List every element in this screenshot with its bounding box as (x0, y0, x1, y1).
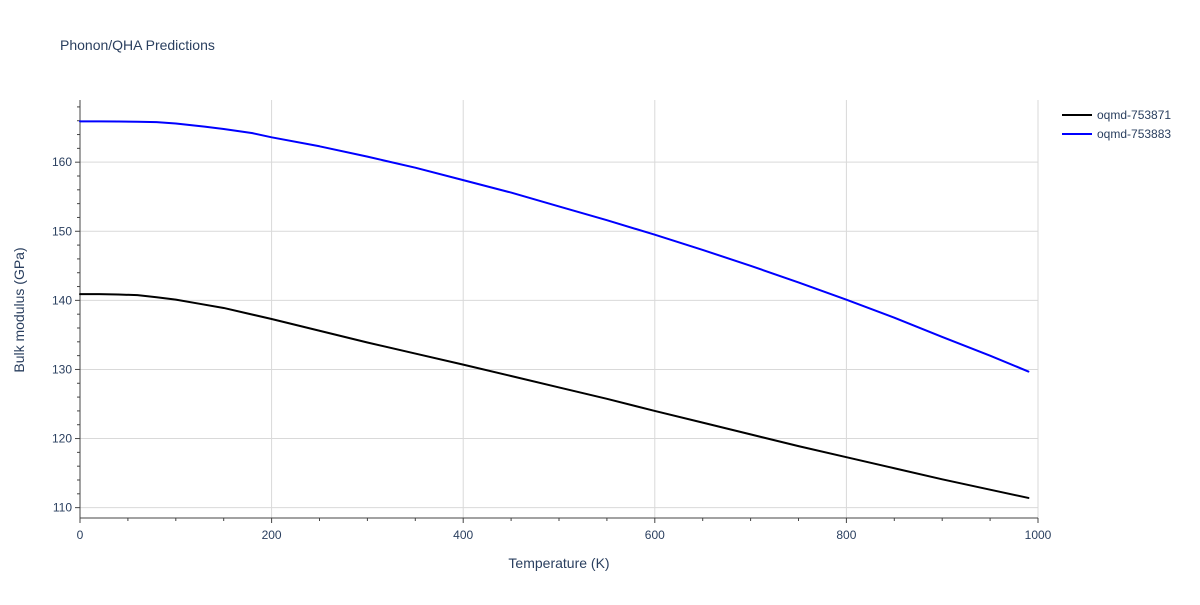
y-tick-label: 150 (52, 224, 72, 238)
x-axis-title: Temperature (K) (508, 555, 609, 571)
chart-title: Phonon/QHA Predictions (60, 37, 215, 53)
tick-labels: 0 200 400 600 800 1000 110 120 130 140 150 160 (52, 155, 1052, 542)
x-tick-label: 200 (262, 528, 282, 542)
y-tick-label: 160 (52, 155, 72, 169)
legend-label: oqmd-753871 (1097, 108, 1171, 122)
x-tick-label: 0 (77, 528, 84, 542)
y-tick-label: 140 (52, 293, 72, 307)
y-tick-label: 130 (52, 362, 72, 376)
series-line-oqmd-753883 (79, 120, 1030, 373)
x-tick-label: 800 (836, 528, 856, 542)
legend-label: oqmd-753883 (1097, 127, 1171, 141)
series-layer (79, 120, 1030, 499)
x-tick-label: 1000 (1025, 528, 1052, 542)
grid-lines (80, 100, 1039, 518)
x-tick-label: 600 (645, 528, 665, 542)
y-tick-label: 110 (53, 501, 72, 515)
legend: oqmd-753871 oqmd-753883 (1062, 108, 1171, 141)
x-tick-label: 400 (453, 528, 473, 542)
series-line-oqmd-753871 (79, 293, 1030, 499)
y-tick-label: 120 (52, 432, 72, 446)
y-axis-title: Bulk modulus (GPa) (11, 247, 27, 372)
axes (75, 100, 1039, 523)
